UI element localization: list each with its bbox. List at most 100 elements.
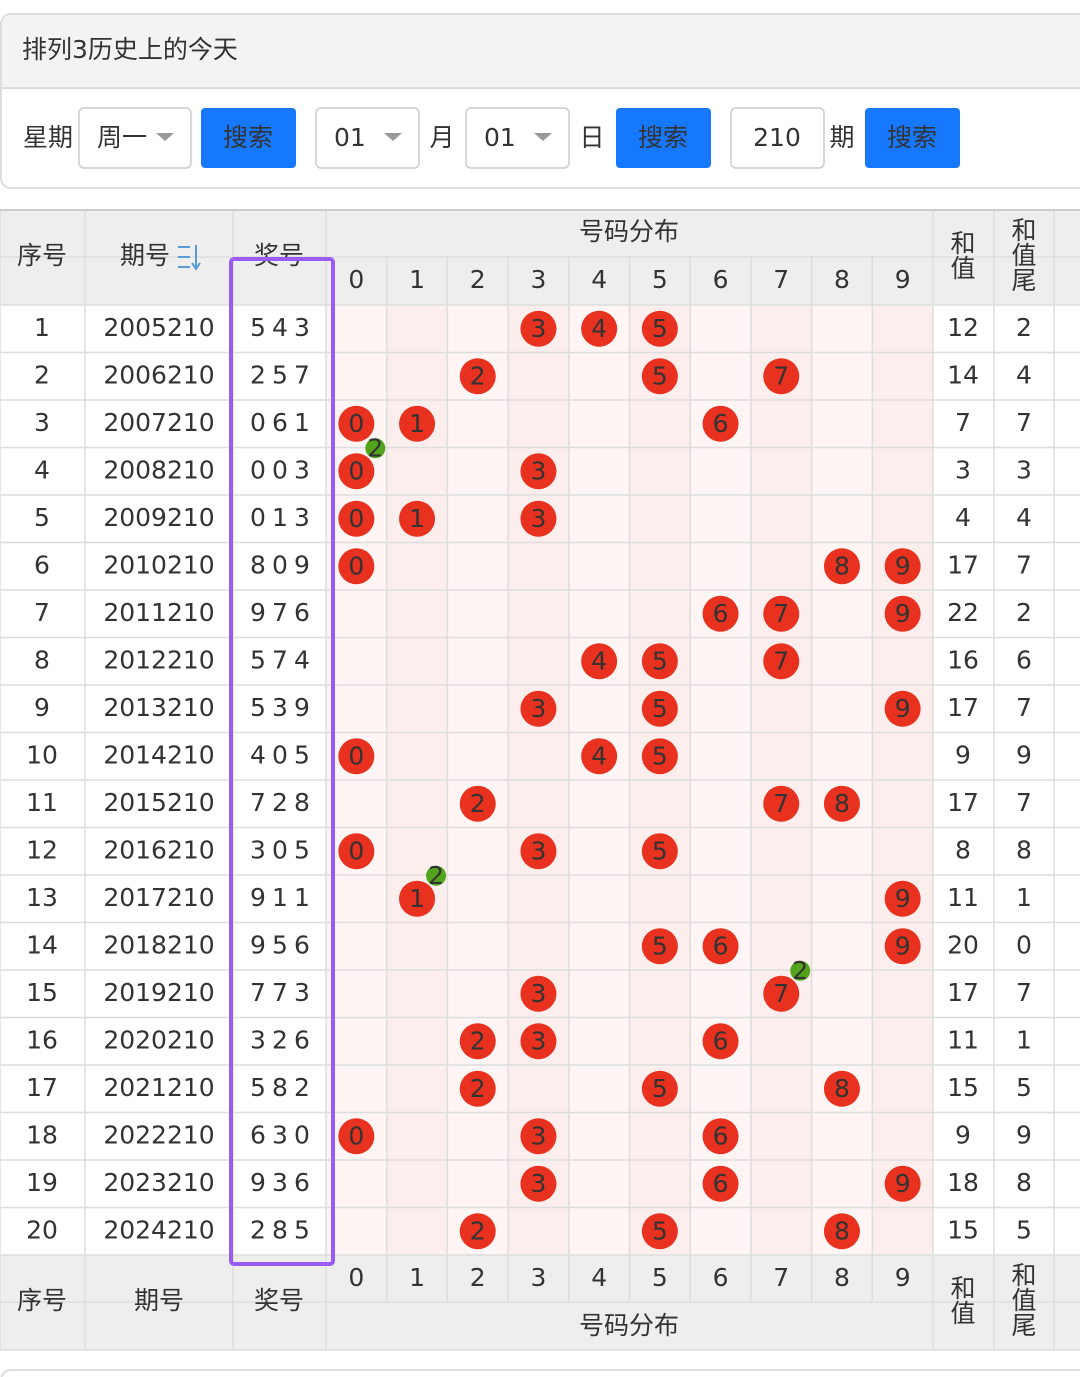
row-number-digit: 3	[272, 1120, 288, 1149]
number-ball	[338, 738, 375, 775]
digit-cell	[811, 590, 873, 638]
number-ball	[399, 500, 436, 537]
row-number-digit: 0	[250, 455, 266, 484]
digit-cell	[568, 352, 630, 400]
row-number-digit: 2	[294, 1073, 310, 1102]
digit-cell	[629, 970, 691, 1018]
row-sum: 16	[947, 645, 979, 674]
number-ball	[884, 880, 921, 917]
number-ball	[763, 358, 800, 395]
header-digit: 2	[470, 265, 486, 294]
row-sum-tail: 3	[1016, 455, 1032, 484]
digit-cell	[386, 732, 448, 780]
number-ball-label: 3	[530, 1026, 546, 1055]
digit-cell	[568, 542, 630, 590]
header-sum-tail: 和值尾	[1011, 216, 1036, 295]
number-ball-label: 7	[773, 979, 789, 1008]
digit-cell	[629, 1112, 691, 1160]
row-issue: 2010210	[103, 550, 214, 579]
row-sum: 8	[955, 835, 971, 864]
number-ball-label: 3	[530, 314, 546, 343]
row-issue: 2006210	[103, 360, 214, 389]
row-sum: 17	[947, 693, 979, 722]
number-ball-label: 9	[895, 551, 911, 580]
row-index: 5	[34, 503, 50, 532]
row-sum-tail: 0	[1016, 930, 1032, 959]
footer-digit: 0	[348, 1263, 364, 1292]
row-index: 9	[34, 693, 50, 722]
row-sum-tail: 5	[1016, 1215, 1032, 1244]
digit-cell	[386, 1160, 448, 1208]
digit-cell	[568, 875, 630, 923]
number-ball	[641, 358, 678, 395]
number-ball-label: 3	[530, 1169, 546, 1198]
row-sum-tail: 7	[1016, 408, 1032, 437]
number-ball-label: 0	[348, 551, 364, 580]
digit-cell	[386, 685, 448, 733]
repeat-badge	[365, 438, 386, 459]
number-ball	[399, 405, 436, 442]
row-sum-tail: 6	[1016, 645, 1032, 674]
header-distribution: 号码分布	[579, 217, 679, 246]
number-ball	[338, 405, 375, 442]
search-button[interactable]	[865, 108, 960, 168]
digit-cell	[690, 827, 751, 875]
row-number-digit: 5	[250, 313, 266, 342]
row-number-digit: 0	[272, 835, 288, 864]
digit-cell	[386, 352, 448, 400]
sort-icon[interactable]	[178, 245, 201, 271]
row-issue: 2024210	[103, 1215, 214, 1244]
select-box[interactable]	[315, 107, 420, 169]
digit-cell	[811, 1017, 873, 1065]
search-button[interactable]	[201, 108, 296, 168]
digit-cell	[508, 732, 569, 780]
row-number-digit: 7	[250, 978, 266, 1007]
row-number-digit: 7	[272, 598, 288, 627]
digit-cell	[508, 400, 569, 448]
number-ball-label: 9	[895, 931, 911, 960]
digit-cell	[872, 1017, 933, 1065]
row-number-digit: 5	[294, 835, 310, 864]
number-ball	[520, 500, 557, 537]
row-issue: 2013210	[103, 693, 214, 722]
footer-sum-tail: 和值尾	[1011, 1261, 1036, 1340]
footer-mask	[327, 1303, 932, 1349]
repeat-badge	[790, 960, 811, 981]
number-ball	[884, 928, 921, 965]
digit-cell	[750, 1017, 812, 1065]
select-box[interactable]	[78, 107, 192, 169]
issue-input[interactable]	[730, 107, 825, 169]
row-index: 18	[26, 1120, 58, 1149]
digit-cell	[568, 780, 630, 828]
row-sum-tail: 1	[1016, 1025, 1032, 1054]
row-index: 11	[26, 788, 58, 817]
number-ball	[763, 975, 800, 1012]
search-button[interactable]	[616, 108, 711, 168]
row-issue: 2012210	[103, 645, 214, 674]
highlight-box	[229, 257, 335, 1266]
digit-cell	[811, 922, 873, 970]
number-ball-label: 5	[652, 931, 668, 960]
row-number-digit: 5	[250, 693, 266, 722]
number-ball	[884, 1165, 921, 1202]
digit-cell	[750, 495, 812, 543]
row-sum: 22	[947, 598, 979, 627]
select-box[interactable]	[465, 107, 570, 169]
digit-cell	[568, 827, 630, 875]
row-sum: 9	[955, 1120, 971, 1149]
number-ball	[823, 1070, 860, 1107]
row-number-digit: 5	[294, 1215, 310, 1244]
row-number-digit: 2	[272, 788, 288, 817]
search-button-label: 搜索	[638, 123, 688, 152]
digit-cell	[872, 1207, 933, 1255]
number-ball	[702, 1023, 739, 1060]
digit-cell	[386, 305, 448, 353]
row-number-digit: 1	[272, 503, 288, 532]
number-ball-label: 1	[409, 409, 425, 438]
number-ball	[702, 1165, 739, 1202]
digit-cell	[447, 305, 509, 353]
digit-cell	[447, 590, 509, 638]
digit-cell	[326, 970, 387, 1018]
row-sum: 20	[947, 930, 979, 959]
number-ball	[520, 690, 557, 727]
